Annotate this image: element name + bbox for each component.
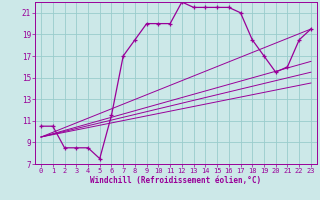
- X-axis label: Windchill (Refroidissement éolien,°C): Windchill (Refroidissement éolien,°C): [91, 176, 261, 185]
